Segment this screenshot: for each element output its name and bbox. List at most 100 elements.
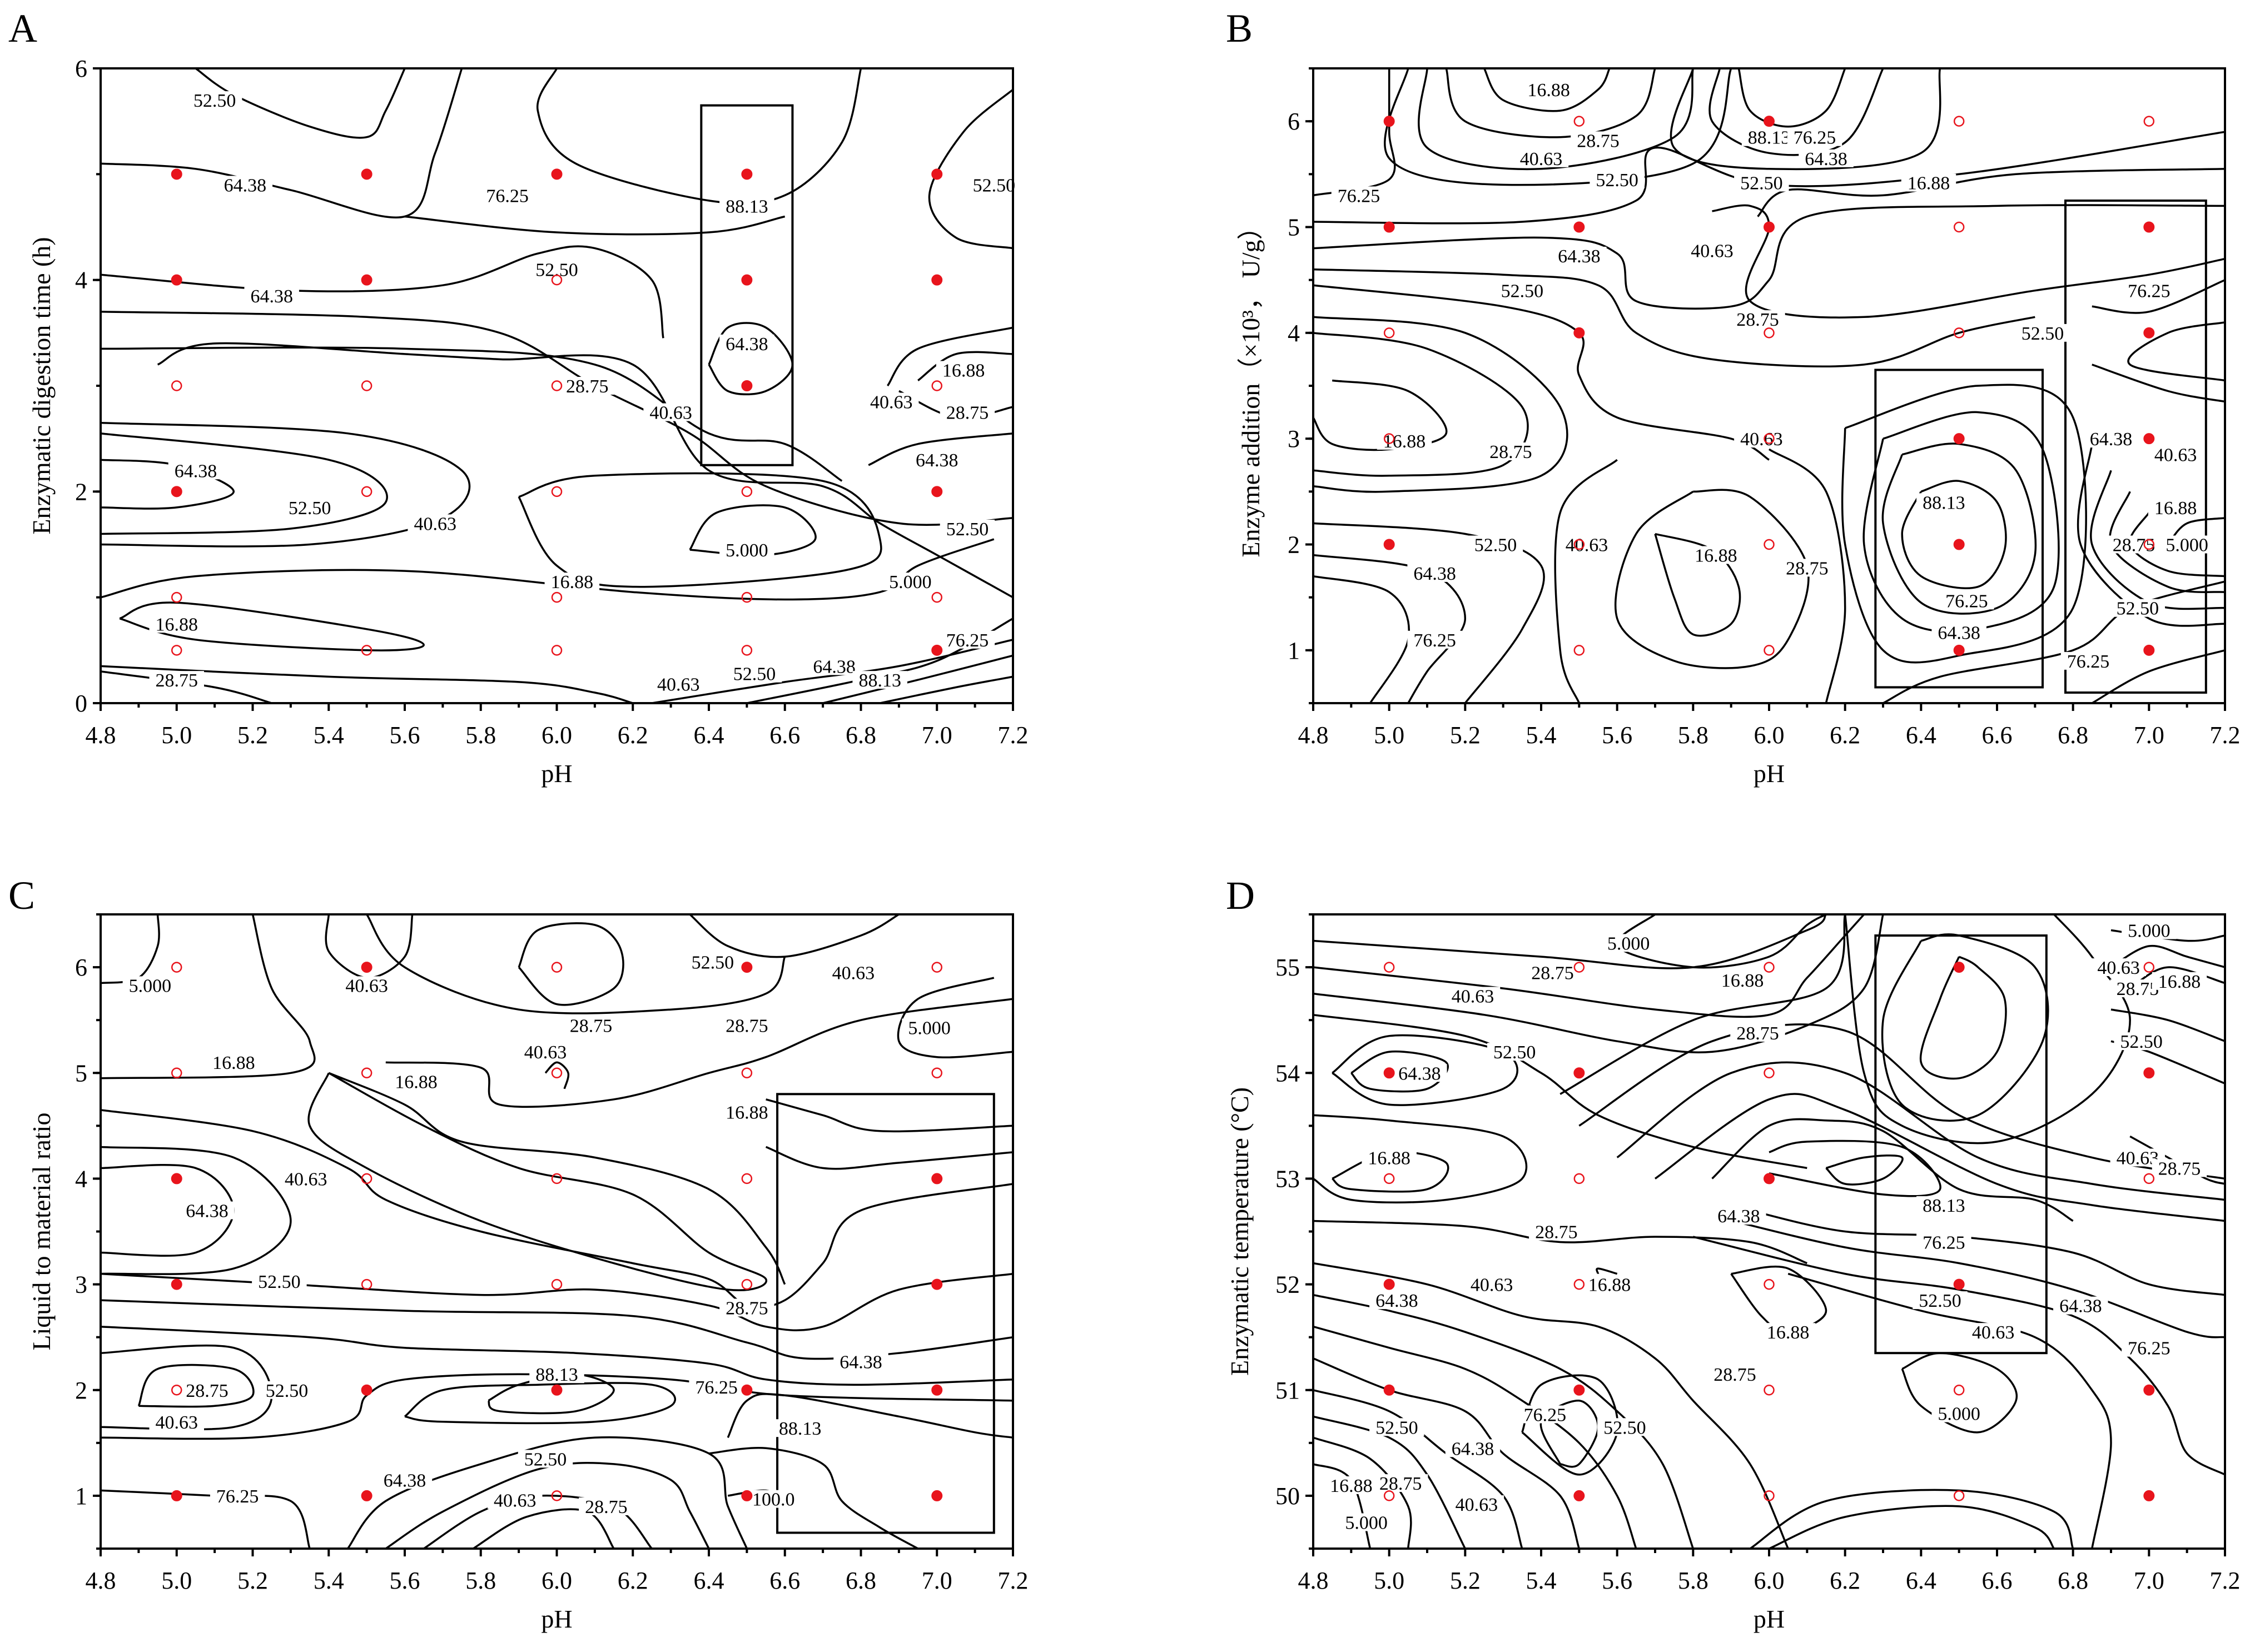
design-point-filled (1953, 1278, 1965, 1290)
contour-label: 28.75 (585, 1497, 628, 1517)
x-tick-label: 5.0 (161, 721, 192, 749)
contour-label-bg (259, 1381, 315, 1399)
x-axis-title: pH (541, 1605, 572, 1633)
design-point-open (1573, 962, 1585, 973)
design-point-filled (1953, 644, 1965, 656)
contour-label: 40.63 (1691, 241, 1734, 261)
x-tick-label: 5.6 (390, 1567, 420, 1594)
design-point-filled (1383, 116, 1395, 127)
panel-letter: D (1226, 873, 1255, 918)
contour-label-bg (1517, 1405, 1573, 1424)
design-point-open (1953, 221, 1965, 233)
contour-label-bg (1916, 1233, 1971, 1251)
design-point-open (931, 962, 942, 973)
contour-line (101, 914, 316, 1079)
x-tick-label: 5.2 (237, 1567, 268, 1594)
contour-label: 28.75 (2158, 1158, 2201, 1179)
contour-label-bg (863, 392, 919, 411)
contour-label-bg (2148, 445, 2203, 464)
contour-label-bg (689, 1378, 744, 1396)
contour-label-bg (2083, 430, 2139, 448)
contour-label-bg (1734, 173, 1789, 192)
contour-label: 16.88 (1368, 1148, 1410, 1168)
design-point-filled (741, 168, 753, 180)
x-tick-label: 6.4 (694, 1567, 724, 1594)
contour-label-bg (559, 377, 615, 395)
contour-label: 40.63 (1456, 1495, 1498, 1515)
contour-label-bg (1468, 535, 1523, 554)
contour-line (917, 351, 1013, 381)
contour-label: 52.50 (535, 260, 578, 281)
y-tick-label: 51 (1275, 1377, 1300, 1404)
design-point-open (741, 591, 753, 603)
design-point-open (361, 380, 372, 391)
contour-label: 40.63 (2154, 445, 2197, 466)
contour-line (101, 1299, 1013, 1360)
y-tick-label: 55 (1275, 954, 1300, 981)
design-point-filled (551, 168, 563, 180)
contour-label-bg (1730, 1023, 1785, 1042)
x-tick-label: 6.4 (1906, 1567, 1936, 1594)
design-point-filled (741, 274, 753, 286)
contour-line (1313, 268, 2035, 367)
contour-label: 5.000 (889, 572, 932, 593)
contour-label-bg (244, 287, 299, 305)
contour-label-bg (1331, 186, 1387, 205)
contour-line (473, 1508, 615, 1549)
contour-line (2077, 444, 2225, 627)
contour-label-bg (1513, 149, 1569, 167)
contour-line (1313, 1325, 1637, 1549)
design-point-open (1953, 1385, 1965, 1396)
contour-label-bg (1392, 1064, 1447, 1082)
design-point-filled (361, 1490, 372, 1501)
design-point-open (551, 380, 563, 391)
x-tick-label: 7.0 (922, 721, 952, 749)
design-point-open (741, 486, 753, 497)
contour-line (1825, 1154, 1904, 1186)
contour-line (1862, 411, 2060, 633)
contour-label: 5.000 (2165, 535, 2208, 556)
contour-line (2127, 321, 2225, 382)
contour-label-bg (1916, 1196, 1971, 1214)
contour-line (897, 977, 1013, 1058)
contour-line (1757, 168, 2225, 217)
contour-line (822, 654, 1013, 703)
contour-label: 16.88 (395, 1072, 438, 1092)
contour-label: 52.50 (258, 1272, 301, 1292)
design-point-filled (931, 486, 943, 497)
contour-label: 40.63 (2097, 958, 2140, 978)
x-tick-label: 6.6 (769, 721, 800, 749)
contour-label-bg (1787, 128, 1842, 146)
y-tick-label: 4 (75, 267, 87, 294)
x-tick-label: 6.8 (2058, 721, 2088, 749)
design-point-filled (741, 962, 753, 973)
design-point-open (361, 1278, 372, 1290)
contour-line (1614, 489, 1810, 669)
x-tick-label: 5.0 (161, 1567, 192, 1594)
contour-label: 16.88 (1908, 173, 1950, 194)
contour-label-bg (1324, 1476, 1379, 1494)
contour-label: 28.75 (186, 1381, 229, 1401)
contour-line (1616, 1061, 2225, 1201)
x-tick-label: 7.0 (2134, 1567, 2164, 1594)
design-point-open (1764, 433, 1775, 444)
design-point-filled (2143, 1067, 2155, 1079)
contour-label-bg (883, 573, 938, 591)
contour-label: 76.25 (1923, 1233, 1965, 1253)
contour-label-bg (2122, 281, 2177, 300)
contour-label: 64.38 (726, 334, 768, 355)
contour-label: 28.75 (1577, 131, 1620, 151)
contour-label: 52.50 (193, 91, 236, 111)
contour-label-bg (579, 1497, 634, 1515)
contour-label-bg (1707, 1365, 1762, 1384)
y-tick-label: 3 (1288, 425, 1300, 452)
contour-label-bg (1901, 173, 1956, 192)
y-tick-label: 1 (75, 1482, 87, 1510)
contour-line (101, 459, 235, 510)
x-tick-label: 5.8 (1678, 1567, 1708, 1594)
x-tick-label: 7.2 (2210, 721, 2241, 749)
contour-label-bg (1582, 1275, 1637, 1293)
contour-label-bg (940, 519, 995, 538)
contour-line (2109, 491, 2225, 593)
contour-label: 5.000 (726, 540, 768, 561)
